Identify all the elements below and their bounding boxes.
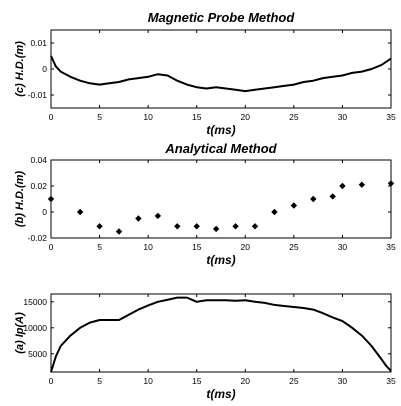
data-point (193, 223, 200, 230)
data-point (232, 223, 239, 230)
x-tick-label: 10 (143, 376, 153, 386)
data-point (358, 181, 366, 188)
panel-magnetic-probe: Magnetic Probe Method 0 5 10 15 20 25 30 35 0.01… (14, 10, 396, 137)
data-point (115, 228, 123, 235)
x-tick-label: 15 (192, 376, 202, 386)
x-tick-label: 0 (49, 376, 54, 386)
x-tick-label: 10 (143, 242, 153, 252)
x-tick-label: 5 (97, 376, 102, 386)
y-axis-label: (c) H.D.(m) (14, 41, 26, 97)
x-tick-label: 5 (97, 242, 102, 252)
x-tick-label: 25 (289, 112, 299, 122)
chart-title: Magnetic Probe Method (148, 10, 296, 25)
series-line (50, 55, 392, 93)
series-line (50, 296, 392, 373)
ticks: 0 5 10 15 20 25 30 35 0.01 0 -0.01 (28, 30, 396, 122)
chart-title: Analytical Method (164, 141, 277, 156)
data-point (96, 223, 103, 230)
x-tick-label: 0 (49, 242, 54, 252)
x-axis-label: t(ms) (206, 123, 235, 137)
data-point (339, 182, 346, 190)
axes-frame (50, 293, 392, 373)
panel-analytical: Analytical Method 0 5 10 15 20 25 30 35 0.04 0.02… (14, 141, 396, 267)
x-tick-label: 15 (192, 242, 202, 252)
y-tick-label: 5000 (28, 349, 47, 359)
data-point (290, 202, 298, 209)
ticks: 0 5 10 15 20 25 30 350.040.020-0.02 (28, 155, 396, 252)
x-tick-label: 10 (143, 112, 153, 122)
x-axis-label: t(ms) (206, 253, 235, 267)
y-tick-label: -0.01 (28, 90, 48, 100)
x-tick-label: 25 (289, 242, 299, 252)
x-tick-label: 0 (49, 112, 54, 122)
data-point (310, 195, 317, 203)
data-point (154, 212, 162, 220)
x-tick-label: 20 (241, 112, 251, 122)
y-axis-label: (a) Ip(A) (14, 312, 26, 354)
data-point (135, 215, 142, 222)
y-tick-label: 0 (42, 207, 47, 217)
x-tick-label: 35 (386, 242, 396, 252)
y-axis-label: (b) H.D.(m) (14, 171, 26, 228)
axes-frame (50, 29, 392, 109)
y-tick-label: 0.02 (30, 181, 47, 191)
y-tick-label: 15000 (23, 297, 47, 307)
x-tick-label: 30 (338, 376, 348, 386)
y-tick-label: 10000 (23, 323, 47, 333)
y-tick-label: 0.04 (30, 155, 47, 165)
y-tick-label: -0.02 (28, 233, 48, 243)
x-tick-label: 25 (289, 376, 299, 386)
data-point (174, 223, 181, 230)
x-tick-label: 20 (241, 376, 251, 386)
panel-plasma-current: 0 5 10 15 20 25 30 35 15000 10000 5000 t(ms) (a) I… (14, 293, 396, 401)
data-point (387, 180, 395, 187)
data-point (329, 193, 336, 200)
x-tick-label: 35 (386, 376, 396, 386)
data-point (212, 225, 220, 233)
y-tick-label: 0.01 (30, 38, 47, 48)
x-tick-label: 15 (192, 112, 202, 122)
x-tick-label: 30 (338, 242, 348, 252)
data-point (251, 223, 259, 230)
x-tick-label: 30 (338, 112, 348, 122)
data-point (271, 208, 278, 216)
x-tick-label: 20 (241, 242, 251, 252)
ticks: 0 5 10 15 20 25 30 35 15000 10000 5000 (23, 294, 396, 386)
series-points (47, 180, 395, 235)
x-tick-label: 35 (386, 112, 396, 122)
data-point (47, 195, 55, 203)
y-tick-label: 0 (42, 64, 47, 74)
data-point (76, 208, 84, 216)
x-axis-label: t(ms) (206, 387, 235, 401)
x-tick-label: 5 (97, 112, 102, 122)
